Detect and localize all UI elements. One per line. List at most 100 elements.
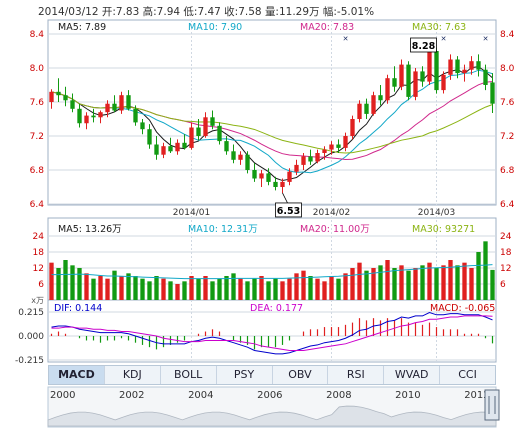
candle-body: [336, 144, 341, 148]
candle-body: [224, 141, 229, 152]
volume-tick-right: 24: [500, 232, 512, 242]
event-marker-icon: ✕: [483, 35, 489, 43]
volume-bar: [210, 281, 215, 300]
candle-body: [77, 108, 82, 124]
volume-bar: [77, 268, 82, 300]
candle-body: [175, 142, 180, 152]
volume-bar: [483, 241, 488, 300]
candle-body: [140, 122, 145, 130]
volume-bar: [322, 281, 327, 300]
volume-legend-item: MA20: 11.00万: [300, 224, 370, 235]
volume-bar: [154, 276, 159, 300]
volume-bar: [357, 262, 362, 300]
volume-bar: [280, 281, 285, 300]
volume-bar: [385, 260, 390, 300]
quote-summary: 2014/03/12 开:7.83 高:7.94 低:7.47 收:7.58 量…: [38, 4, 374, 19]
volume-bar: [217, 278, 222, 300]
tab-psy[interactable]: PSY: [217, 366, 273, 384]
volume-tick-left: 24: [33, 232, 45, 242]
volume-bar: [420, 265, 425, 300]
price-annotation-label: 6.53: [277, 206, 300, 217]
price-tick-right: 8.4: [500, 30, 515, 40]
candle-body: [238, 154, 243, 160]
macd-tick-left: 0.215: [18, 308, 44, 318]
tab-kdj[interactable]: KDJ: [105, 366, 161, 384]
price-ma30-line: [51, 91, 493, 154]
overview-area: [47, 405, 497, 427]
volume-bar: [119, 276, 124, 300]
candle-body: [217, 125, 222, 142]
volume-bar: [413, 268, 418, 300]
overview-year-label: 2006: [257, 390, 282, 401]
candle-body: [434, 51, 439, 91]
macd-legend-item: DEA: 0.177: [250, 303, 303, 314]
candle-body: [441, 74, 446, 91]
candle-body: [112, 103, 117, 111]
candle-body: [322, 149, 327, 153]
tab-wvad[interactable]: WVAD: [384, 366, 441, 384]
tab-obv[interactable]: OBV: [273, 366, 329, 384]
volume-bar: [147, 281, 152, 300]
candle-body: [427, 51, 432, 82]
candle-body: [448, 59, 453, 75]
price-tick-right: 7.2: [500, 132, 514, 142]
tab-macd[interactable]: MACD: [49, 366, 105, 384]
volume-bar: [329, 276, 334, 300]
macd-tick-left: -0.215: [15, 356, 44, 366]
tab-cci[interactable]: CCI: [458, 368, 477, 381]
candle-body: [133, 108, 138, 123]
candle-body: [84, 115, 89, 124]
candle-body: [308, 156, 313, 162]
candle-body: [189, 127, 194, 148]
volume-bar: [364, 270, 369, 300]
overview-year-label: 2004: [188, 390, 213, 401]
candle-body: [259, 173, 264, 179]
tab-boll[interactable]: BOLL: [161, 366, 217, 384]
overview-year-label: 2002: [119, 390, 144, 401]
volume-bar: [238, 278, 243, 300]
candle-body: [476, 61, 481, 70]
candle-body: [49, 91, 54, 102]
volume-bar: [350, 268, 355, 300]
price-tick-left: 6.8: [30, 166, 45, 176]
volume-bar: [336, 278, 341, 300]
volume-bar: [203, 276, 208, 300]
price-legend-item: MA5: 7.89: [58, 22, 106, 33]
price-annotation-box: [410, 37, 437, 53]
volume-tick-left: 6: [38, 280, 44, 290]
volume-tick-right: 12: [500, 264, 511, 274]
volume-bar: [196, 278, 201, 300]
overview-year-label: 2000: [50, 390, 75, 401]
volume-bar: [448, 260, 453, 300]
quote-volume: 量:11.29万: [264, 6, 320, 18]
indicator-tabs: MACD KDJ BOLL PSY OBV RSI WVAD CCI: [48, 365, 496, 385]
candle-body: [301, 156, 306, 165]
candle-body: [168, 146, 173, 152]
volume-bar: [406, 270, 411, 300]
overview-year-label: 2010: [395, 390, 420, 401]
macd-legend-item: DIF: 0.144: [54, 303, 102, 314]
overview-year-label: 2008: [326, 390, 351, 401]
volume-bar: [294, 273, 299, 300]
volume-bar: [392, 268, 397, 300]
macd-dif-line: [51, 312, 493, 355]
volume-bar: [399, 265, 404, 300]
volume-bar: [245, 281, 250, 300]
volume-bar: [252, 278, 257, 300]
tab-rsi[interactable]: RSI: [328, 366, 385, 384]
volume-bar: [343, 273, 348, 300]
macd-panel: [47, 299, 497, 363]
volume-bar: [182, 281, 187, 300]
volume-bar: [63, 260, 68, 300]
volume-bar: [126, 273, 131, 300]
volume-bar: [427, 262, 432, 300]
candle-body: [364, 103, 369, 114]
candle-body: [469, 61, 474, 70]
volume-tick-left: 12: [33, 264, 44, 274]
volume-legend-item: MA30: 93271: [412, 224, 475, 235]
volume-bar: [259, 276, 264, 300]
candle-body: [455, 59, 460, 74]
candle-body: [273, 181, 278, 187]
price-tick-left: 7.6: [30, 98, 45, 108]
